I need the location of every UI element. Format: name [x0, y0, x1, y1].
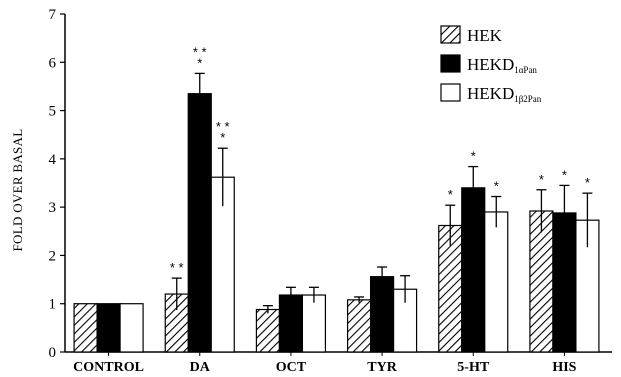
bar — [73, 303, 98, 353]
x-tick-label: OCT — [276, 360, 307, 375]
x-tick-label: HIS — [552, 360, 576, 375]
x-tick-label: TYR — [367, 360, 397, 375]
y-tick-label: 5 — [49, 104, 57, 120]
bar — [255, 308, 281, 353]
y-tick-label: 4 — [49, 152, 57, 168]
y-tick-label: 1 — [49, 297, 57, 313]
bar — [346, 299, 372, 353]
significance-label: * — [494, 179, 499, 194]
bar — [461, 187, 486, 353]
significance-label: * — [562, 167, 567, 182]
legend-swatch — [440, 83, 461, 102]
significance-label: * * — [193, 44, 207, 59]
y-tick-label: 2 — [49, 248, 57, 264]
legend-entry: HEKD1αPan — [467, 55, 537, 75]
bar — [187, 93, 212, 353]
bars: * ** *** ***** * ** — [73, 44, 600, 353]
x-tick-label: DA — [190, 360, 211, 375]
bar — [369, 276, 395, 353]
significance-label: * — [197, 55, 202, 70]
bar — [119, 303, 144, 353]
legend-entry: HEK — [467, 26, 503, 45]
significance-label: * — [585, 175, 590, 190]
bar — [484, 211, 509, 353]
significance-label: * — [471, 149, 476, 164]
significance-label: * — [539, 172, 544, 187]
y-axis-title: FOLD OVER BASAL — [10, 129, 25, 252]
y-tick-label: 3 — [49, 200, 57, 216]
axes: 0 1 2 3 4 5 6 7 CONTROL DA OCT TYR 5-HT HIS — [49, 7, 612, 375]
bar — [301, 294, 327, 353]
legend-swatch — [440, 54, 461, 73]
significance-label: * * — [216, 119, 230, 134]
legend-swatch — [440, 25, 461, 44]
significance-label: * * — [170, 260, 184, 275]
significance-label: * — [220, 130, 225, 145]
bar — [278, 294, 304, 353]
y-tick-label: 6 — [49, 55, 57, 71]
y-tick-label: 7 — [49, 7, 57, 23]
bar — [96, 303, 121, 353]
legend: HEK HEKD1αPan HEKD1β2Pan — [440, 25, 542, 104]
x-tick-label: 5-HT — [457, 360, 490, 375]
x-tick-label: CONTROL — [73, 360, 144, 375]
significance-label: * — [448, 187, 453, 202]
legend-entry: HEKD1β2Pan — [467, 84, 542, 104]
y-tick-label: 0 — [49, 345, 57, 361]
